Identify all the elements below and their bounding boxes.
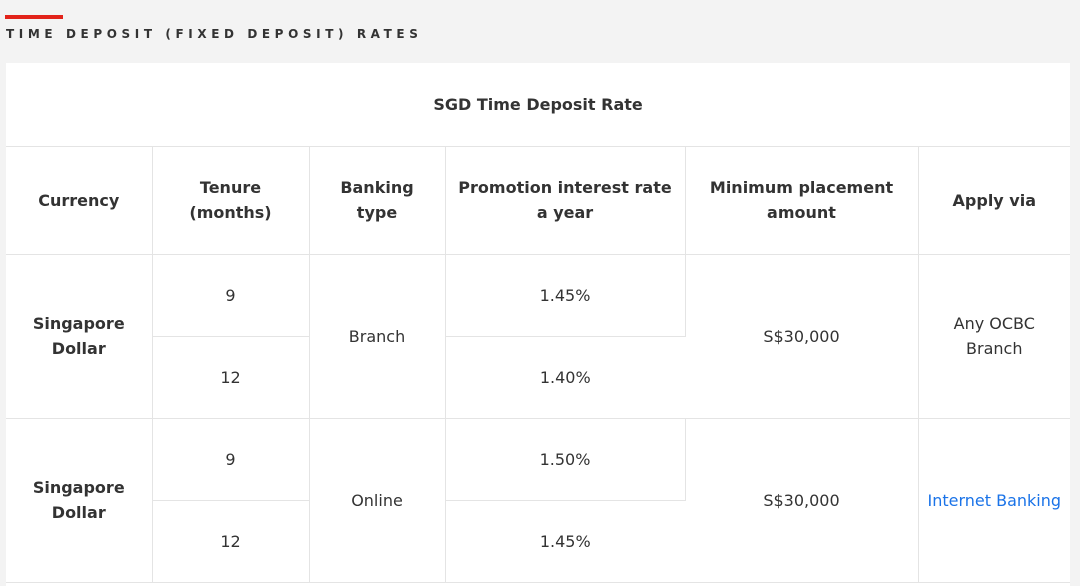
rate-cell: 1.45% [445, 500, 685, 583]
banking-type-cell: Online [309, 418, 446, 583]
header-apply-via: Apply via [918, 146, 1071, 255]
rate-cell: 1.50% [445, 418, 686, 501]
table-row: Singapore Dollar 9 Branch 1.45% S$30,000… [6, 254, 1071, 419]
header-minimum-placement: Minimum placement amount [685, 146, 919, 255]
header-banking-type: Banking type [309, 146, 446, 255]
currency-cell: Singapore Dollar [6, 418, 153, 583]
table-caption-row: SGD Time Deposit Rate [6, 63, 1071, 147]
table-caption: SGD Time Deposit Rate [6, 63, 1071, 147]
header-currency: Currency [6, 146, 153, 255]
apply-via-cell: Internet Banking [918, 418, 1071, 583]
currency-cell: Singapore Dollar [6, 254, 153, 419]
internet-banking-link[interactable]: Internet Banking [927, 490, 1062, 510]
header-promotion-rate: Promotion interest rate a year [445, 146, 686, 255]
apply-via-cell: Any OCBC Branch [918, 254, 1071, 419]
time-deposit-rates-table: SGD Time Deposit Rate Currency Tenure (m… [6, 63, 1071, 583]
banking-type-cell: Branch [309, 254, 446, 419]
rate-cell: 1.45% [445, 254, 686, 337]
tenure-cell: 12 [152, 500, 310, 583]
table-row: 12 1.40% [6, 336, 1070, 419]
table-row: 12 1.45% [6, 500, 1070, 583]
tenure-cell: 12 [152, 336, 310, 419]
table-header-row: Currency Tenure (months) Banking type Pr… [6, 146, 1071, 255]
minimum-placement-cell: S$30,000 [685, 254, 919, 419]
header-tenure: Tenure (months) [152, 146, 310, 255]
tenure-cell: 9 [152, 254, 310, 337]
rate-cell: 1.40% [445, 336, 685, 419]
tenure-cell: 9 [152, 418, 310, 501]
table-row: Singapore Dollar 9 Online 1.50% S$30,000… [6, 418, 1071, 583]
minimum-placement-cell: S$30,000 [685, 418, 919, 583]
section-title: TIME DEPOSIT (FIXED DEPOSIT) RATES [6, 27, 423, 41]
time-deposit-table-card: SGD Time Deposit Rate Currency Tenure (m… [6, 63, 1071, 586]
section-accent-bar [5, 15, 63, 19]
